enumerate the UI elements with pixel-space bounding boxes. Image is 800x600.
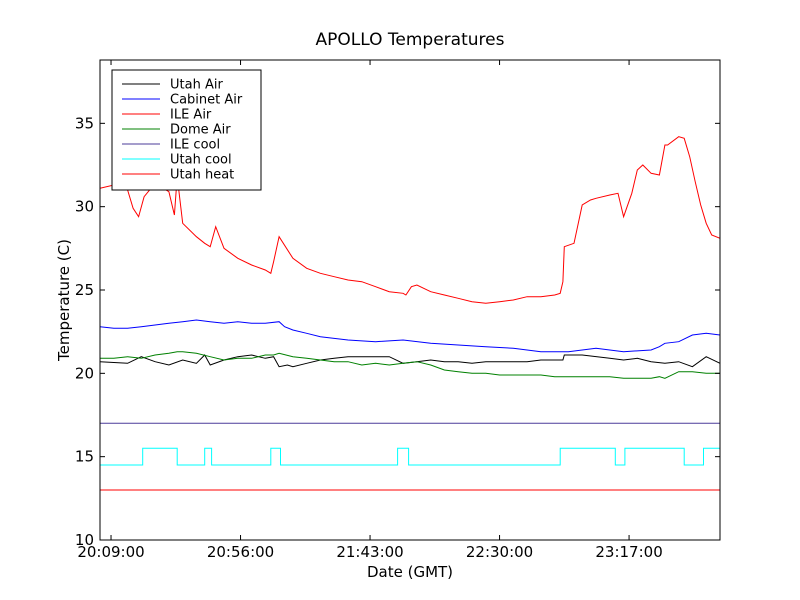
y-axis-label: Temperature (C) bbox=[55, 239, 73, 362]
x-axis-label: Date (GMT) bbox=[367, 563, 453, 581]
legend-label: Dome Air bbox=[170, 123, 231, 138]
series-line-cabinet-air bbox=[100, 319, 720, 353]
x-tick-label: 21:43:00 bbox=[336, 543, 403, 561]
y-tick-label: 30 bbox=[75, 198, 94, 216]
axis-ticks: 10 15 20 25 30 35 20:09:00 20:56:00 21:43:00 22:3… bbox=[75, 60, 720, 561]
y-tick-label: 20 bbox=[75, 364, 94, 382]
x-tick-label: 20:09:00 bbox=[77, 543, 144, 561]
x-tick-label: 23:17:00 bbox=[595, 543, 662, 561]
series-line-utah-cool bbox=[100, 447, 720, 466]
legend-label: ILE Air bbox=[170, 108, 212, 123]
legend-label: Utah heat bbox=[170, 168, 234, 183]
legend-label: Cabinet Air bbox=[170, 93, 243, 108]
series-line-dome-air bbox=[100, 351, 720, 379]
legend-frame bbox=[111, 69, 262, 191]
series-line-utah-air bbox=[100, 354, 720, 368]
x-tick-label: 20:56:00 bbox=[207, 543, 274, 561]
y-tick-label: 10 bbox=[75, 531, 94, 549]
chart-title: APOLLO Temperatures bbox=[316, 30, 505, 50]
series-line-ile-air bbox=[100, 136, 720, 304]
x-tick-label: 22:30:00 bbox=[466, 543, 533, 561]
legend-label: ILE cool bbox=[170, 138, 220, 153]
plot-frame bbox=[99, 59, 721, 541]
y-tick-label: 35 bbox=[75, 114, 94, 132]
y-tick-label: 15 bbox=[75, 448, 94, 466]
y-tick-label: 25 bbox=[75, 281, 94, 299]
legend-label: Utah cool bbox=[170, 153, 232, 168]
legend-label: Utah Air bbox=[170, 78, 223, 93]
series-layer bbox=[100, 136, 720, 491]
